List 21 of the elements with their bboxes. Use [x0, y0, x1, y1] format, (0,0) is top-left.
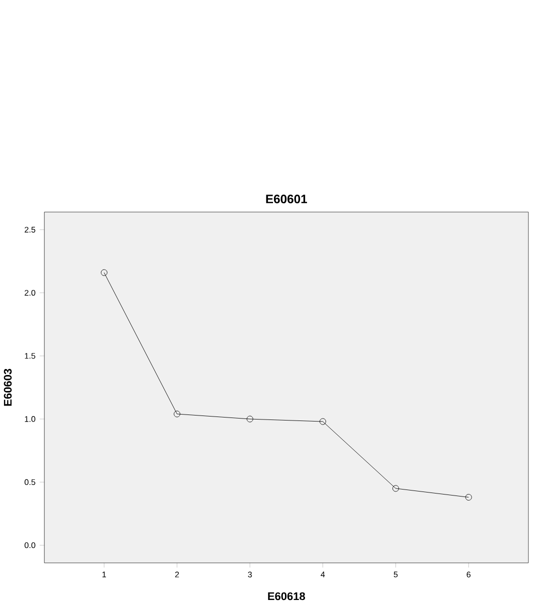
x-tick-label: 5 — [394, 572, 398, 578]
x-tick-label: 6 — [466, 572, 471, 578]
x-tick-label: 4 — [320, 572, 326, 578]
point — [466, 494, 472, 501]
x-tick-label: 2 — [175, 572, 180, 578]
x-tick-label: 1 — [102, 572, 106, 578]
y-tick-label: 0.5 — [24, 479, 36, 485]
y-tick-label: 2.5 — [24, 226, 36, 233]
point — [101, 269, 108, 276]
y-axis-title: E60603 — [4, 368, 12, 406]
point — [392, 485, 400, 492]
x-tick-label: 3 — [248, 572, 252, 578]
chart-title: E60601 — [266, 194, 308, 204]
y-tick-label: 0.0 — [24, 542, 36, 548]
y-tick-label: 1.0 — [25, 416, 36, 422]
x-axis-title: E60618 — [268, 592, 306, 600]
point — [246, 416, 254, 422]
y-tick-label: 2.0 — [24, 290, 36, 296]
point — [320, 418, 326, 425]
y-tick-label: 1.5 — [25, 353, 36, 359]
point — [174, 410, 180, 418]
